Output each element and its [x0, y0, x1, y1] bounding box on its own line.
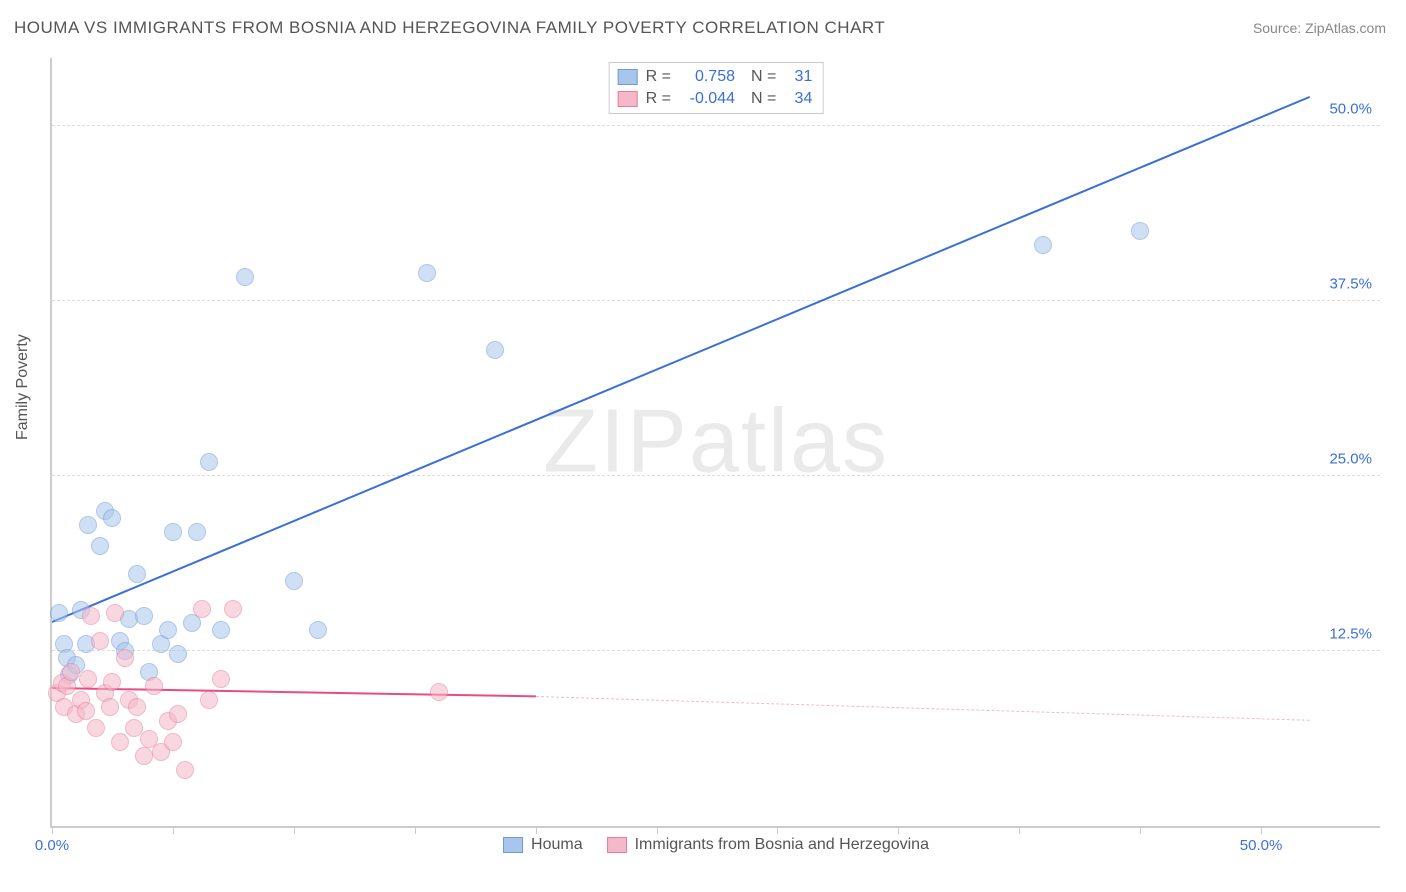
- data-point: [50, 604, 68, 622]
- data-point: [128, 698, 146, 716]
- data-point: [145, 677, 163, 695]
- r-label: R =: [646, 90, 671, 108]
- x-tick: [1261, 826, 1262, 834]
- chart-title: HOUMA VS IMMIGRANTS FROM BOSNIA AND HERZ…: [14, 18, 885, 38]
- x-tick: [173, 826, 174, 834]
- correlation-legend: R = 0.758 N = 31 R = -0.044 N = 34: [609, 62, 824, 114]
- r-label: R =: [646, 68, 671, 86]
- data-point: [91, 537, 109, 555]
- x-tick: [536, 826, 537, 834]
- chart-plot-area: ZIPatlas R =0.758N =31R =-0.044N =34 Hou…: [50, 58, 1380, 828]
- data-point: [224, 600, 242, 618]
- data-point: [106, 604, 124, 622]
- legend-swatch: [503, 837, 523, 853]
- legend-row: R = 0.758 N = 31: [618, 66, 813, 88]
- data-point: [169, 645, 187, 663]
- data-point: [200, 691, 218, 709]
- legend-item: Immigrants from Bosnia and Herzegovina: [607, 836, 929, 854]
- y-tick-label: 50.0%: [1329, 101, 1372, 118]
- data-point: [1034, 236, 1052, 254]
- y-tick-label: 12.5%: [1329, 626, 1372, 643]
- data-point: [486, 341, 504, 359]
- n-label: N =: [751, 90, 776, 108]
- data-point: [169, 705, 187, 723]
- data-point: [430, 683, 448, 701]
- legend-item: Houma: [503, 836, 583, 854]
- data-point: [111, 733, 129, 751]
- source-prefix: Source:: [1253, 20, 1305, 36]
- x-tick: [52, 826, 53, 834]
- data-point: [285, 572, 303, 590]
- data-point: [79, 516, 97, 534]
- data-point: [77, 702, 95, 720]
- data-point: [87, 719, 105, 737]
- n-label: N =: [751, 68, 776, 86]
- trend-line: [536, 696, 1310, 721]
- data-point: [128, 565, 146, 583]
- data-point: [82, 607, 100, 625]
- y-tick-label: 25.0%: [1329, 451, 1372, 468]
- r-value: 0.758: [679, 68, 735, 86]
- legend-swatch: [618, 69, 638, 85]
- x-tick: [1019, 826, 1020, 834]
- legend-row: R = -0.044 N = 34: [618, 88, 813, 110]
- x-tick-label: 50.0%: [1240, 837, 1283, 854]
- n-value: 34: [784, 90, 812, 108]
- data-point: [164, 523, 182, 541]
- data-point: [309, 621, 327, 639]
- x-tick-label: 0.0%: [35, 837, 69, 854]
- data-point: [188, 523, 206, 541]
- data-point: [164, 733, 182, 751]
- data-point: [212, 670, 230, 688]
- x-tick: [777, 826, 778, 834]
- y-axis-label: Family Poverty: [14, 334, 32, 440]
- gridline: [52, 475, 1380, 476]
- watermark: ZIPatlas: [543, 391, 889, 494]
- data-point: [103, 509, 121, 527]
- gridline: [52, 125, 1380, 126]
- n-value: 31: [784, 68, 812, 86]
- series-legend: Houma Immigrants from Bosnia and Herzegov…: [503, 836, 929, 854]
- data-point: [159, 621, 177, 639]
- data-point: [135, 607, 153, 625]
- data-point: [200, 453, 218, 471]
- legend-swatch: [618, 91, 638, 107]
- data-point: [116, 649, 134, 667]
- data-point: [62, 663, 80, 681]
- data-point: [193, 600, 211, 618]
- data-point: [176, 761, 194, 779]
- gridline: [52, 300, 1380, 301]
- x-tick: [1140, 826, 1141, 834]
- gridline: [52, 650, 1380, 651]
- data-point: [103, 673, 121, 691]
- source-attribution: Source: ZipAtlas.com: [1253, 20, 1386, 36]
- data-point: [79, 670, 97, 688]
- data-point: [101, 698, 119, 716]
- data-point: [91, 632, 109, 650]
- trend-line: [52, 96, 1310, 623]
- x-tick: [657, 826, 658, 834]
- legend-label: Houma: [531, 836, 583, 854]
- legend-swatch: [607, 837, 627, 853]
- legend-label: Immigrants from Bosnia and Herzegovina: [635, 836, 929, 854]
- data-point: [135, 747, 153, 765]
- data-point: [1131, 222, 1149, 240]
- data-point: [236, 268, 254, 286]
- y-tick-label: 37.5%: [1329, 276, 1372, 293]
- r-value: -0.044: [679, 90, 735, 108]
- x-tick: [294, 826, 295, 834]
- source-link[interactable]: ZipAtlas.com: [1305, 20, 1386, 36]
- x-tick: [415, 826, 416, 834]
- x-tick: [898, 826, 899, 834]
- data-point: [418, 264, 436, 282]
- data-point: [212, 621, 230, 639]
